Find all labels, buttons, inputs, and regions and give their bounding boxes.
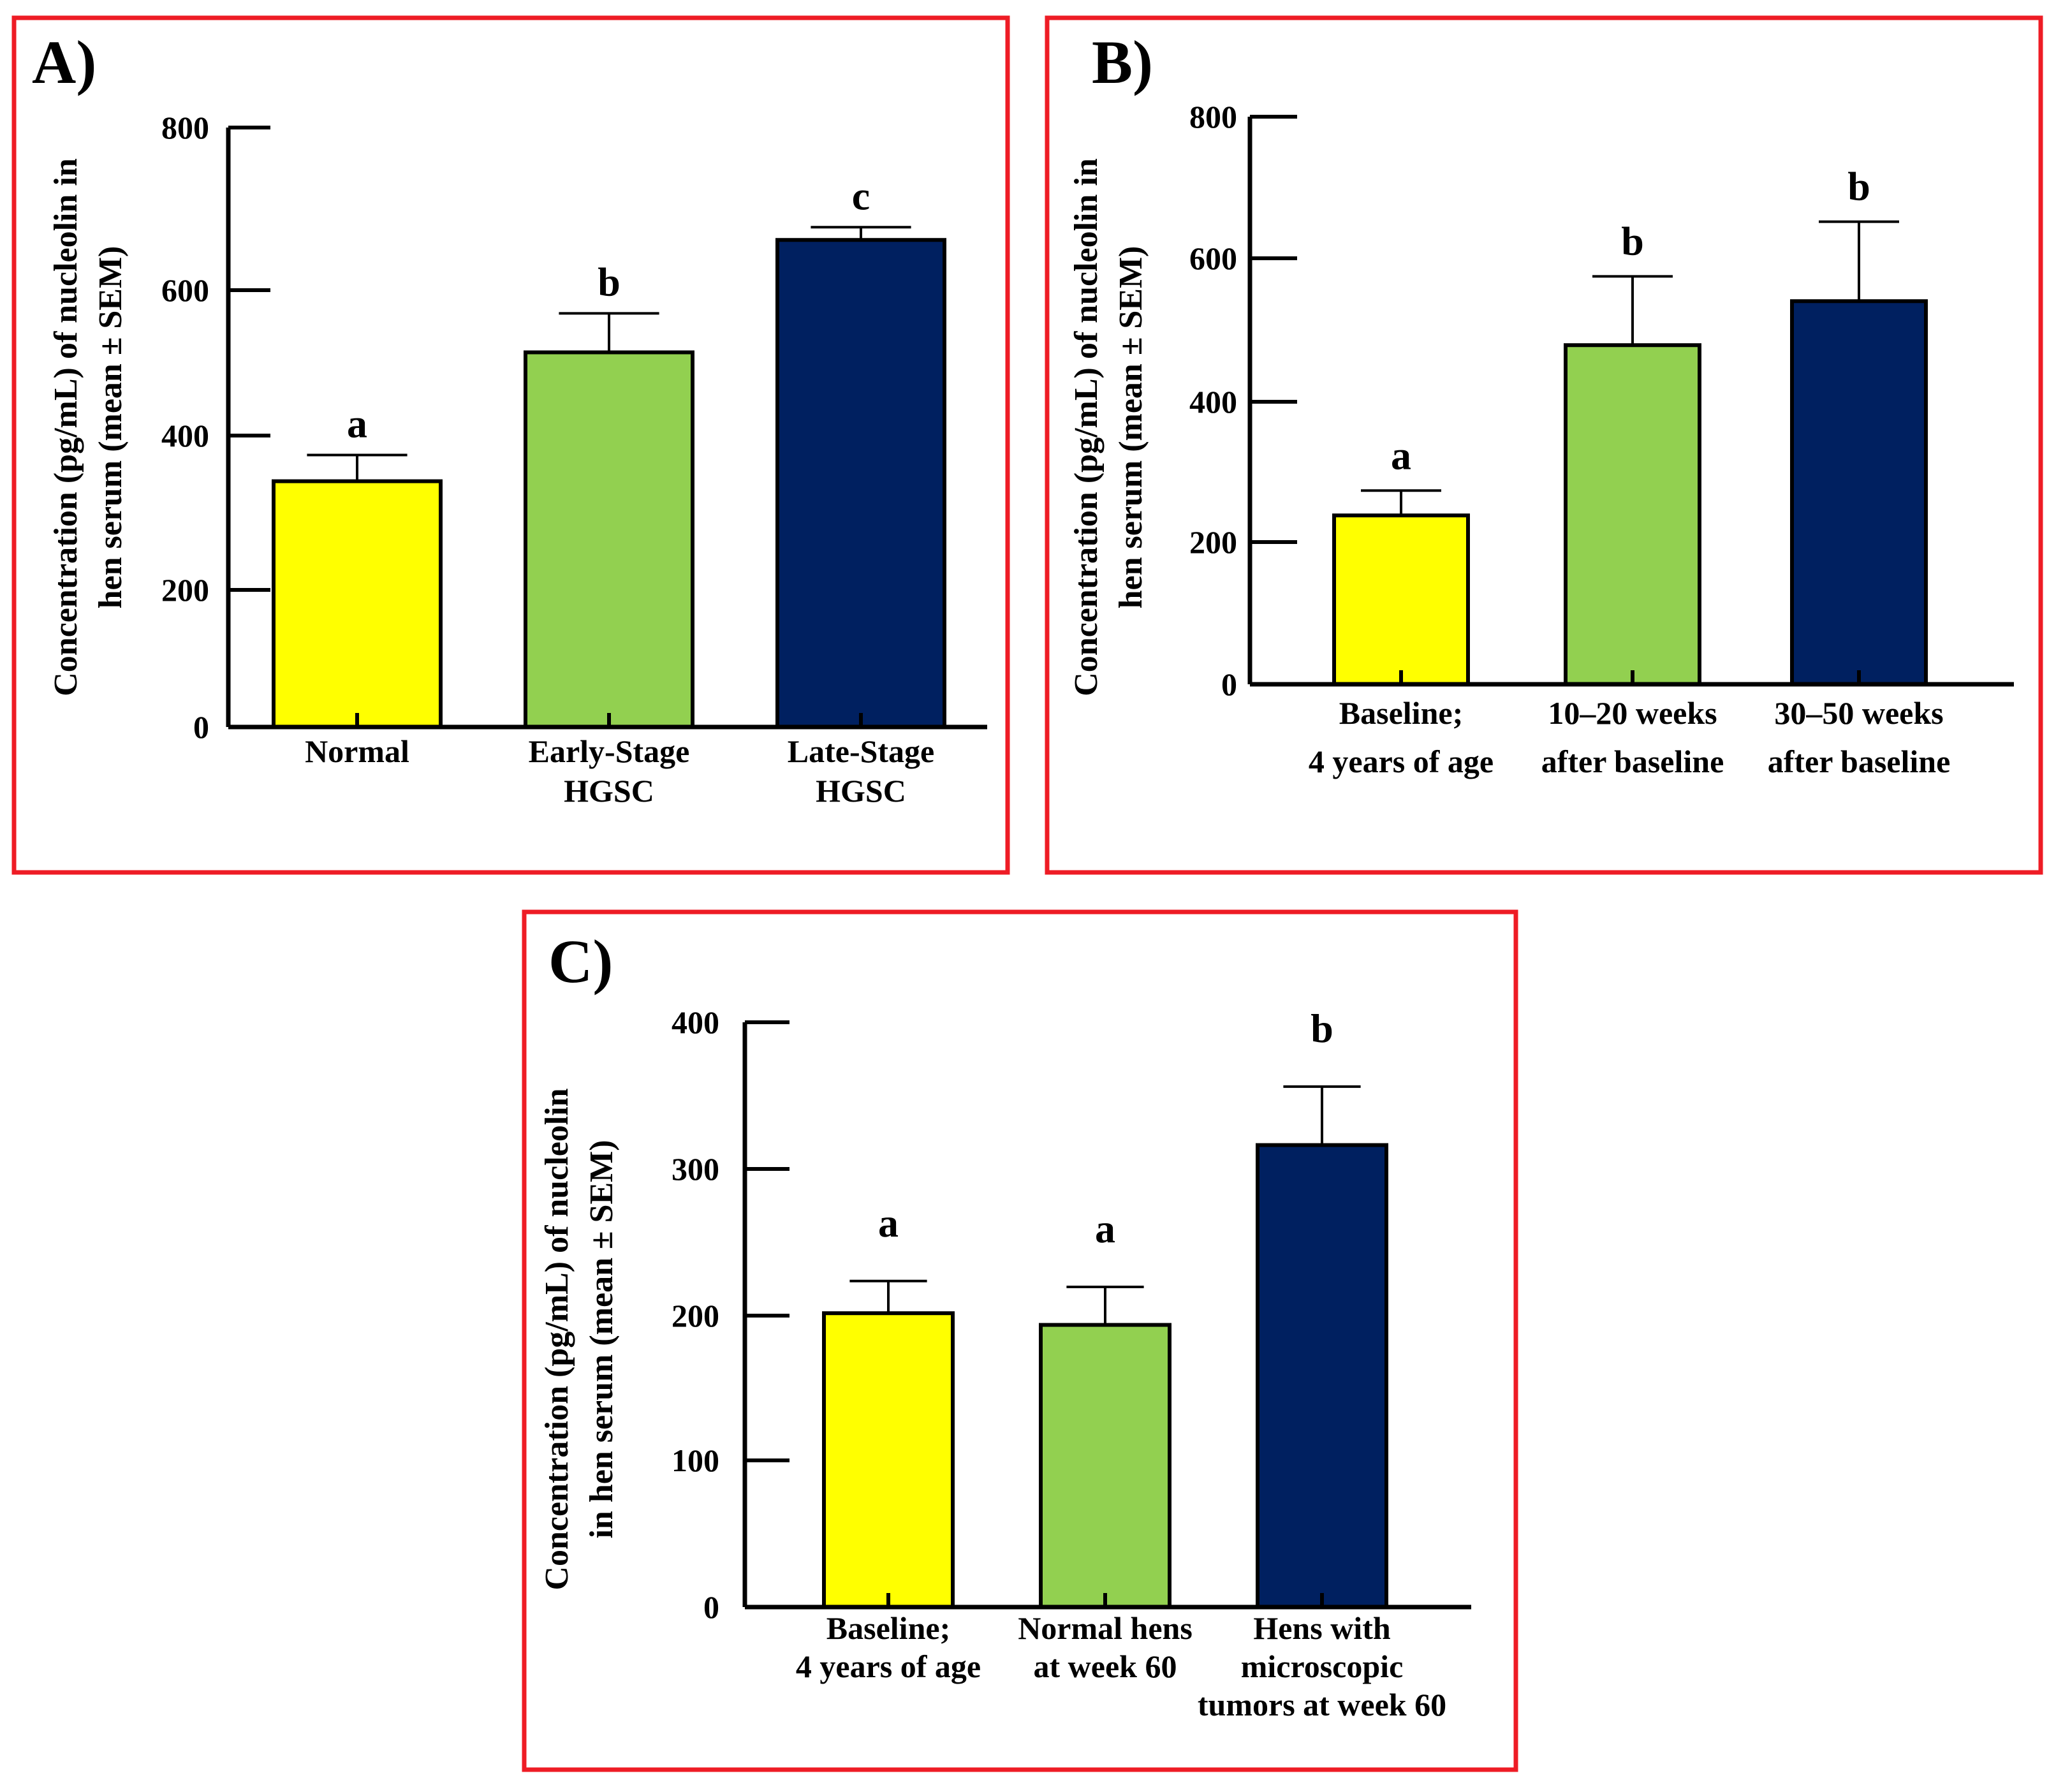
x-tick-label: Normal [305,733,409,769]
x-tick-label: Late-Stage HGSC [788,733,935,809]
chart-panel-3: C) Concentration (pg/mL) of nucleolin in h… [522,909,1518,1772]
y-tick-label: 200 [161,572,209,608]
bar [822,1311,955,1610]
panel-frame [522,909,1518,1772]
y-tick-label: 400 [161,418,209,453]
y-tick-label: 0 [193,709,209,745]
y-tick-label: 300 [672,1151,719,1187]
panel-frame [1045,15,2043,875]
y-tick-label: 800 [161,110,209,145]
significance-label: a [1391,432,1411,478]
y-tick-label: 100 [672,1443,719,1478]
y-tick-label: 600 [1189,240,1237,276]
x-tick-label: Normal hens at week 60 [1018,1610,1193,1684]
y-tick-label: 200 [1189,524,1237,560]
y-axis-label: Concentration (pg/mL) of nucleolin in hen… [1068,158,1149,696]
bar [524,350,694,729]
bar [1564,343,1701,686]
x-tick-label: Baseline; 4 years of age [1309,695,1494,779]
x-tick-label: 30–50 weeks after baseline [1768,695,1951,779]
x-tick-label: Baseline; 4 years of age [796,1610,981,1684]
x-tick-label: 10–20 weeks after baseline [1541,695,1724,779]
y-tick-label: 800 [1189,99,1237,135]
panel-letter: A) [32,28,96,96]
bar [1790,299,1928,686]
panel-letter: C) [548,927,613,995]
y-tick-label: 400 [672,1004,719,1040]
y-axis-label: Concentration (pg/mL) of nucleolin in hen… [539,1088,620,1590]
bar [1332,513,1470,686]
y-tick-label: 0 [703,1589,719,1625]
y-tick-label: 0 [1221,666,1237,702]
y-tick-label: 400 [1189,384,1237,420]
bar [1039,1323,1171,1610]
bar [775,238,946,729]
significance-label: a [347,400,367,446]
x-tick-label: Hens with microscopic tumors at week 60 [1198,1610,1446,1722]
significance-label: b [598,259,620,304]
panel-frame [11,15,1010,875]
panel-letter: B) [1092,28,1153,96]
y-tick-label: 200 [672,1298,719,1333]
significance-label: c [852,173,870,218]
bar [272,479,443,729]
significance-label: b [1621,218,1644,263]
bar [1256,1143,1388,1609]
significance-label: b [1311,1006,1333,1051]
y-tick-label: 600 [161,272,209,308]
significance-label: b [1847,164,1870,209]
significance-label: a [878,1200,899,1245]
significance-label: a [1095,1206,1115,1251]
y-axis-label: Concentration (pg/mL) of nucleolin in hen… [48,158,129,696]
x-tick-label: Early-Stage HGSC [529,733,690,809]
chart-panel-1: A) Concentration (pg/mL) of nucleolin in h… [11,15,1010,875]
chart-panel-2: B) Concentration (pg/mL) of nucleolin in h… [1045,15,2043,875]
